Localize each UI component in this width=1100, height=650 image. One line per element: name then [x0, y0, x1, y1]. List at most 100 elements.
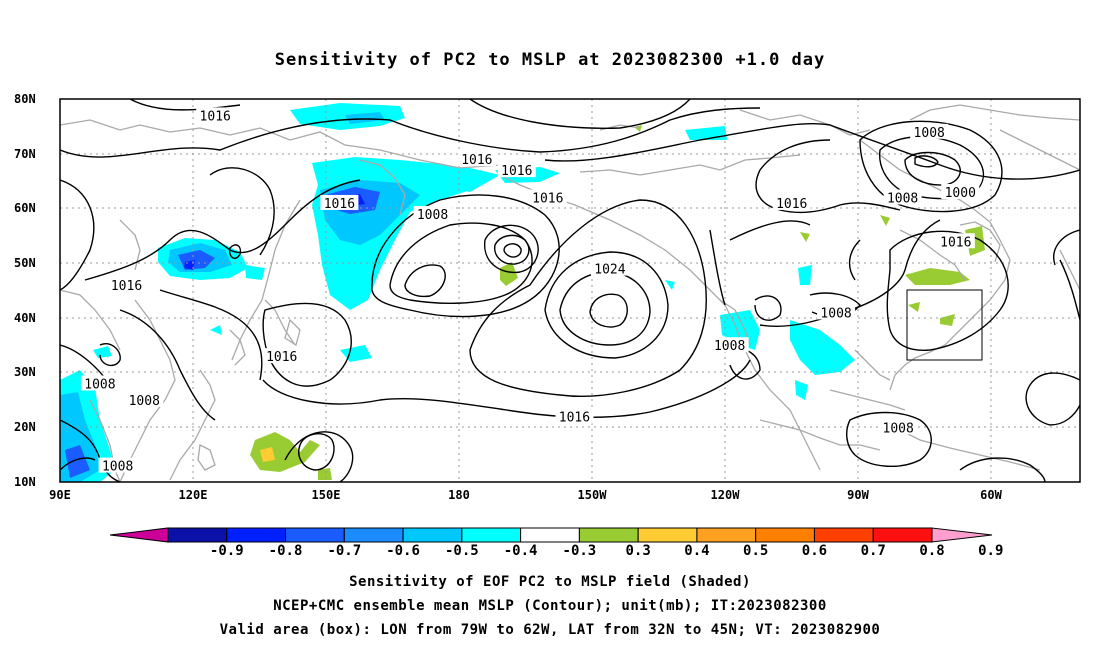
shading-yellow [260, 447, 275, 462]
colorbar-swatch [696, 527, 757, 543]
contour-label-bg [320, 194, 359, 210]
colorbar-swatch [813, 527, 874, 543]
contour-label-bg [125, 391, 164, 407]
colorbar-swatch [226, 527, 287, 543]
lat-label-60n: 60N [14, 201, 36, 215]
contour-label-bg [80, 375, 119, 391]
mslp-contours [60, 99, 1080, 482]
lon-label-60w: 60W [980, 488, 1002, 502]
contour-label: 1008 [102, 460, 133, 475]
contour-label-bg [555, 408, 594, 424]
contour-label-bg [910, 123, 949, 139]
coastlines [60, 104, 1080, 482]
contour-label: 1016 [266, 350, 297, 365]
contour-label: 1008 [714, 339, 745, 354]
contour-label-bg [883, 189, 922, 205]
contour-label-bg [590, 260, 629, 276]
colorbar-tick-label: -0.8 [268, 543, 303, 559]
shading-cyan [60, 103, 855, 482]
lat-label-40n: 40N [14, 311, 36, 325]
valid-area-box [906, 289, 983, 361]
colorbar-tick-label: 0.9 [978, 543, 1004, 559]
colorbar-tick-label: -0.7 [327, 543, 362, 559]
contour-label-bg [879, 419, 918, 435]
lat-label-20n: 20N [14, 420, 36, 434]
contour-label: 1016 [940, 235, 971, 250]
colorbar-tick-label: 0.7 [860, 543, 886, 559]
contour-label-bg [457, 151, 496, 167]
chart-title: Sensitivity of PC2 to MSLP at 2023082300… [274, 50, 826, 70]
caption-shading: Sensitivity of EOF PC2 to MSLP field (Sh… [349, 574, 751, 590]
contour-label: 1016 [776, 197, 807, 212]
contour-ring-150e [298, 433, 335, 471]
contour-label: 1016 [324, 197, 355, 212]
colorbar-tick-label: 0.8 [919, 543, 945, 559]
colorbar-swatch [755, 527, 815, 543]
colorbar-swatch [461, 527, 522, 543]
colorbar-swatch [637, 527, 698, 543]
lat-label-80n: 80N [14, 92, 36, 106]
colorbar-tick-label: 0.5 [743, 543, 769, 559]
contour-label-bg [772, 194, 811, 210]
lat-label-70n: 70N [14, 147, 36, 161]
colorbar-swatch [402, 527, 463, 543]
contour-label: 1016 [461, 153, 492, 168]
contour-label: 1008 [84, 378, 115, 393]
contour-label: 1016 [501, 164, 532, 179]
contour-label-bg [528, 189, 567, 205]
contour-label-bg [262, 348, 301, 364]
lon-label-90e: 90E [49, 488, 71, 502]
lon-label-90w: 90W [847, 488, 869, 502]
lat-label-30n: 30N [14, 365, 36, 379]
lon-label-150e: 150E [311, 488, 341, 502]
contour-label: 1000 [945, 186, 976, 201]
contour-label: 1016 [532, 191, 563, 206]
contour-label-bg [196, 107, 235, 123]
colorbar-arrow-high [931, 527, 993, 543]
colorbar-tick-label: -0.3 [562, 543, 597, 559]
colorbar [109, 527, 993, 543]
contour-label: 1008 [417, 208, 448, 223]
contour-label: 1016 [200, 109, 231, 124]
contour-label-bg [98, 457, 137, 473]
sensitivity-shading [60, 103, 985, 482]
contour-label-bg [497, 162, 536, 178]
contour-label-bg [941, 184, 980, 200]
lon-label-180: 180 [448, 488, 470, 502]
colorbar-tick-label: 0.6 [801, 543, 828, 559]
contour-label: 1008 [914, 126, 945, 141]
colorbar-arrow-low [109, 527, 169, 543]
colorbar-swatch [167, 527, 228, 543]
colorbar-tick-label: 0.3 [625, 543, 651, 559]
caption-contour: NCEP+CMC ensemble mean MSLP (Contour); u… [273, 598, 827, 614]
contour-label: 1024 [594, 263, 625, 278]
contour-label: 1016 [559, 410, 590, 425]
contour-label: 1008 [887, 191, 918, 206]
contour-label-bg [817, 304, 856, 320]
contour-label-bg [413, 205, 452, 221]
contour-label-bg [107, 277, 146, 293]
lon-label-150w: 150W [577, 488, 607, 502]
colorbar-swatch [578, 527, 639, 543]
lat-label-50n: 50N [14, 256, 36, 270]
contour-label-bg [936, 233, 975, 249]
colorbar-tick-label: 0.4 [684, 543, 710, 559]
lat-label-10n: 10N [14, 475, 36, 489]
colorbar-swatch [520, 527, 580, 543]
caption-valid-area: Valid area (box): LON from 79W to 62W, L… [219, 622, 881, 638]
colorbar-tick-label: -0.5 [444, 543, 479, 559]
colorbar-swatch [872, 527, 933, 543]
colorbar-tick-label: -0.6 [386, 543, 420, 559]
contour-label: 1008 [129, 394, 160, 409]
contour-label-bg [710, 337, 749, 353]
colorbar-swatch [285, 527, 345, 543]
contour-label: 1008 [820, 306, 851, 321]
map-frame [59, 98, 1081, 483]
colorbar-tick-label: -0.4 [503, 543, 538, 559]
contour-label: 1016 [111, 279, 142, 294]
contour-label: 1008 [883, 421, 914, 436]
lon-label-120e: 120E [178, 488, 208, 502]
colorbar-tick-label: -0.9 [209, 543, 244, 559]
